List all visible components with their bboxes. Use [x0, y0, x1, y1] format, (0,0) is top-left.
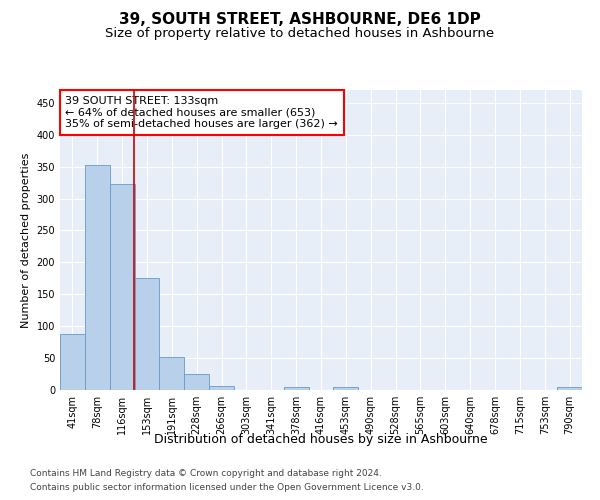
Text: Contains public sector information licensed under the Open Government Licence v3: Contains public sector information licen… [30, 484, 424, 492]
Bar [184, 374, 209, 390]
Bar [110, 184, 134, 390]
Bar [85, 164, 110, 390]
Text: 39 SOUTH STREET: 133sqm
← 64% of detached houses are smaller (653)
35% of semi-d: 39 SOUTH STREET: 133sqm ← 64% of detache… [65, 96, 338, 129]
Text: 39, SOUTH STREET, ASHBOURNE, DE6 1DP: 39, SOUTH STREET, ASHBOURNE, DE6 1DP [119, 12, 481, 28]
Bar [284, 388, 308, 390]
Text: Size of property relative to detached houses in Ashbourne: Size of property relative to detached ho… [106, 28, 494, 40]
Bar [134, 278, 160, 390]
Bar [334, 388, 358, 390]
Bar [60, 334, 85, 390]
Y-axis label: Number of detached properties: Number of detached properties [21, 152, 31, 328]
Text: Contains HM Land Registry data © Crown copyright and database right 2024.: Contains HM Land Registry data © Crown c… [30, 468, 382, 477]
Bar [160, 357, 184, 390]
Text: Distribution of detached houses by size in Ashbourne: Distribution of detached houses by size … [154, 432, 488, 446]
Bar [557, 388, 582, 390]
Bar [209, 386, 234, 390]
